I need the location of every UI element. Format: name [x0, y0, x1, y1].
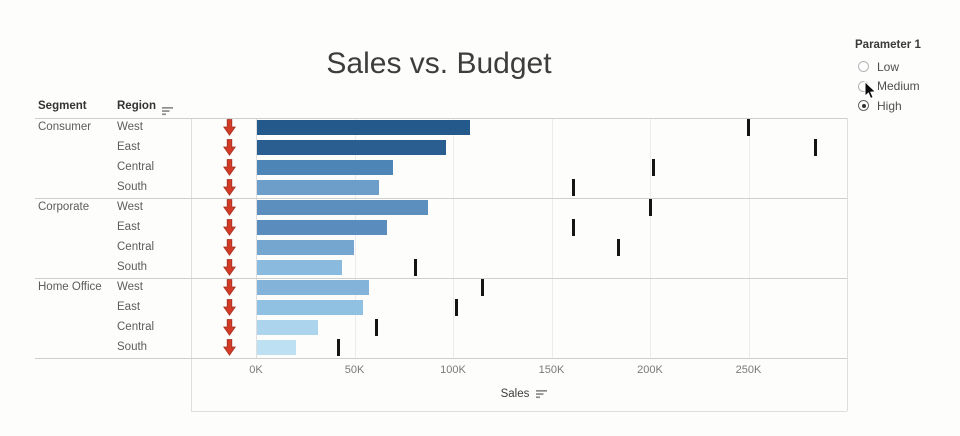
radio-label: Low — [877, 59, 900, 74]
x-axis-tick-label: 0K — [249, 364, 263, 376]
x-axis-tick-label: 200K — [637, 364, 663, 376]
budget-reference-mark[interactable] — [571, 219, 575, 236]
region-label[interactable]: West — [117, 121, 143, 133]
column-header-segment: Segment — [38, 100, 87, 112]
segment-label[interactable]: Home Office — [38, 281, 102, 293]
radio-selected-dot — [861, 103, 866, 108]
budget-reference-mark[interactable] — [481, 279, 485, 296]
sales-bar[interactable] — [257, 120, 470, 135]
sales-bar[interactable] — [257, 240, 354, 255]
plot-bottom-divider — [35, 357, 847, 359]
header-column-divider — [191, 117, 192, 411]
region-label[interactable]: West — [117, 201, 143, 213]
sales-bar[interactable] — [257, 260, 342, 275]
region-label[interactable]: East — [117, 221, 141, 233]
sort-descending-icon[interactable] — [162, 103, 175, 116]
region-label[interactable]: Central — [117, 321, 155, 333]
parameter-option-low[interactable]: Low — [858, 60, 899, 74]
x-gridline — [748, 117, 750, 358]
red-down-arrow-icon[interactable] — [223, 239, 236, 256]
radio-button-low[interactable] — [858, 61, 869, 72]
red-down-arrow-icon[interactable] — [223, 299, 236, 316]
x-gridline — [551, 117, 553, 358]
x-gridline — [354, 117, 356, 358]
segment-divider — [35, 197, 847, 199]
segment-divider — [35, 117, 847, 119]
plot-right-border — [847, 117, 848, 411]
region-label[interactable]: South — [117, 341, 148, 353]
parameter-title: Parameter 1 — [855, 39, 921, 51]
region-label[interactable]: Central — [117, 161, 155, 173]
budget-reference-mark[interactable] — [813, 139, 817, 156]
region-label[interactable]: East — [117, 141, 141, 153]
red-down-arrow-icon[interactable] — [223, 179, 236, 196]
mouse-cursor-icon — [864, 81, 877, 100]
x-gridline — [453, 117, 454, 358]
budget-reference-mark[interactable] — [374, 319, 378, 336]
x-axis-tick-label: 100K — [440, 364, 466, 376]
column-header-region: Region — [117, 100, 156, 112]
red-down-arrow-icon[interactable] — [223, 279, 236, 296]
x-axis-title-label: Sales — [500, 388, 530, 400]
x-axis-tick-label: 250K — [735, 364, 762, 376]
budget-reference-mark[interactable] — [414, 259, 418, 276]
region-label[interactable]: West — [117, 281, 143, 293]
budget-reference-mark[interactable] — [648, 199, 652, 216]
sales-bar[interactable] — [257, 300, 364, 315]
parameter-option-high[interactable]: High — [858, 99, 902, 113]
chart-title: Sales vs. Budget — [326, 47, 552, 80]
sort-descending-icon[interactable] — [536, 389, 549, 399]
sales-bar[interactable] — [257, 220, 388, 235]
budget-reference-mark[interactable] — [747, 119, 750, 136]
sales-bar[interactable] — [257, 320, 319, 335]
region-label[interactable]: East — [117, 301, 141, 313]
red-down-arrow-icon[interactable] — [223, 219, 236, 236]
sales-bar[interactable] — [257, 180, 380, 195]
red-down-arrow-icon[interactable] — [223, 199, 236, 216]
segment-divider — [35, 277, 847, 279]
sales-bar[interactable] — [257, 340, 297, 355]
plot-left-border — [255, 117, 257, 358]
budget-reference-mark[interactable] — [455, 299, 459, 316]
radio-button-high[interactable] — [858, 100, 869, 111]
budget-reference-mark[interactable] — [337, 339, 341, 356]
sales-bar[interactable] — [257, 140, 447, 155]
segment-label[interactable]: Consumer — [38, 121, 92, 133]
budget-reference-mark[interactable] — [616, 239, 620, 256]
red-down-arrow-icon[interactable] — [223, 139, 236, 156]
budget-reference-mark[interactable] — [571, 179, 575, 196]
x-axis-title: Sales — [430, 388, 620, 400]
region-label[interactable]: Central — [117, 241, 155, 253]
sales-bar[interactable] — [257, 200, 429, 215]
radio-label: Medium — [877, 79, 920, 93]
red-down-arrow-icon[interactable] — [223, 159, 236, 176]
sales-bar[interactable] — [257, 280, 370, 295]
x-axis-tick-label: 150K — [538, 364, 565, 376]
red-down-arrow-icon[interactable] — [223, 259, 236, 276]
x-gridline — [650, 117, 651, 358]
x-axis-tick-label: 50K — [344, 364, 365, 376]
red-down-arrow-icon[interactable] — [223, 339, 236, 356]
segment-label[interactable]: Corporate — [38, 201, 90, 213]
sales-bar[interactable] — [257, 160, 393, 175]
region-label[interactable]: South — [117, 181, 148, 193]
red-down-arrow-icon[interactable] — [223, 319, 236, 336]
region-label[interactable]: South — [117, 261, 148, 273]
radio-label: High — [877, 98, 902, 113]
sheet-bottom-border — [191, 411, 847, 412]
budget-reference-mark[interactable] — [652, 159, 656, 176]
red-down-arrow-icon[interactable] — [223, 119, 236, 136]
